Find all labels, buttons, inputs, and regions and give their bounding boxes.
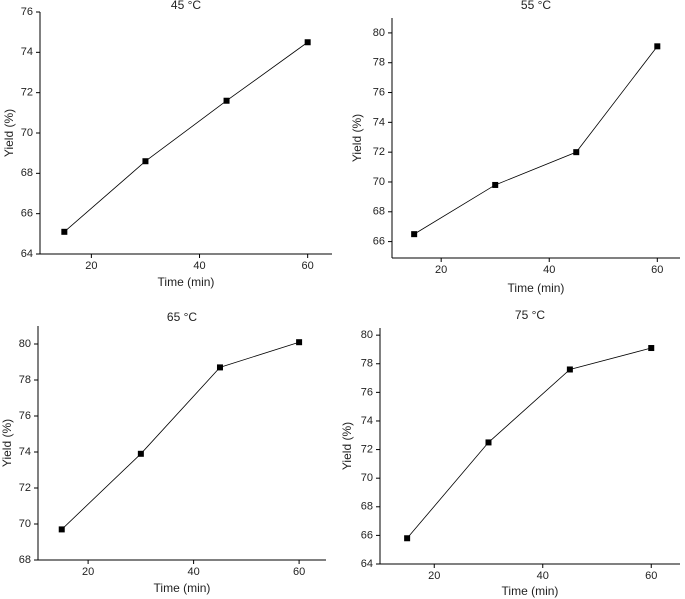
y-axis-label: Yield (%) (0, 419, 14, 467)
y-tick-label: 74 (361, 415, 373, 427)
data-point (648, 345, 655, 352)
data-line (406, 347, 652, 539)
y-tick-label: 76 (361, 386, 373, 398)
chart-title: 65 °C (167, 310, 197, 324)
data-point (485, 439, 492, 446)
y-tick-label: 72 (361, 443, 373, 455)
data-line (61, 341, 300, 530)
data-point (223, 97, 230, 104)
x-tick-label: 60 (651, 264, 663, 276)
y-tick-label: 74 (373, 116, 385, 128)
x-axis-label: Time (min) (158, 275, 215, 289)
y-tick-label: 78 (373, 57, 385, 69)
y-tick-label: 68 (373, 206, 385, 218)
y-tick-label: 64 (21, 248, 33, 260)
data-point (492, 181, 499, 188)
y-tick-label: 72 (21, 87, 33, 99)
data-point (137, 450, 144, 457)
data-point (296, 339, 303, 346)
x-tick-label: 40 (543, 264, 555, 276)
y-tick-label: 74 (21, 46, 33, 58)
chart-title: 75 °C (515, 308, 545, 322)
y-tick-label: 74 (19, 446, 31, 458)
data-point (216, 364, 223, 371)
y-tick-label: 70 (21, 127, 33, 139)
x-tick-label: 60 (293, 566, 305, 578)
y-tick-label: 78 (19, 374, 31, 386)
x-tick-label: 60 (645, 570, 657, 582)
y-tick-label: 80 (19, 338, 31, 350)
data-line (413, 46, 658, 235)
x-tick-label: 20 (85, 260, 97, 272)
y-tick-label: 64 (361, 558, 373, 570)
y-axis-label: Yield (%) (350, 114, 364, 162)
y-tick-label: 70 (373, 176, 385, 188)
data-point (61, 228, 68, 235)
y-tick-label: 68 (361, 501, 373, 513)
y-tick-label: 66 (373, 236, 385, 248)
data-point (411, 231, 418, 238)
y-tick-label: 68 (19, 554, 31, 566)
y-tick-label: 76 (21, 6, 33, 18)
x-tick-label: 40 (537, 570, 549, 582)
y-axis-label: Yield (%) (340, 422, 354, 470)
data-point (142, 158, 149, 165)
data-line (64, 41, 308, 233)
data-point (404, 535, 411, 542)
x-tick-label: 20 (428, 570, 440, 582)
data-point (566, 366, 573, 373)
x-axis-label: Time (min) (502, 584, 559, 598)
y-tick-label: 70 (19, 518, 31, 530)
y-tick-label: 66 (361, 529, 373, 541)
y-tick-label: 80 (361, 329, 373, 341)
data-point (58, 526, 65, 533)
y-tick-label: 76 (373, 86, 385, 98)
y-tick-label: 80 (373, 27, 385, 39)
x-tick-label: 40 (193, 260, 205, 272)
chart-title: 55 °C (521, 0, 551, 12)
chart-title: 45 °C (171, 0, 201, 12)
data-point (304, 39, 311, 46)
x-axis-label: Time (min) (508, 281, 565, 295)
y-tick-label: 72 (373, 146, 385, 158)
y-tick-label: 68 (21, 167, 33, 179)
y-tick-label: 76 (19, 410, 31, 422)
x-tick-label: 60 (302, 260, 314, 272)
data-point (654, 43, 661, 50)
y-tick-label: 78 (361, 358, 373, 370)
x-tick-label: 20 (82, 566, 94, 578)
y-tick-label: 72 (19, 482, 31, 494)
x-axis-label: Time (min) (154, 581, 211, 595)
y-axis-label: Yield (%) (2, 109, 16, 157)
y-tick-label: 66 (21, 208, 33, 220)
x-tick-label: 20 (435, 264, 447, 276)
data-point (573, 149, 580, 156)
x-tick-label: 40 (187, 566, 199, 578)
y-tick-label: 70 (361, 472, 373, 484)
